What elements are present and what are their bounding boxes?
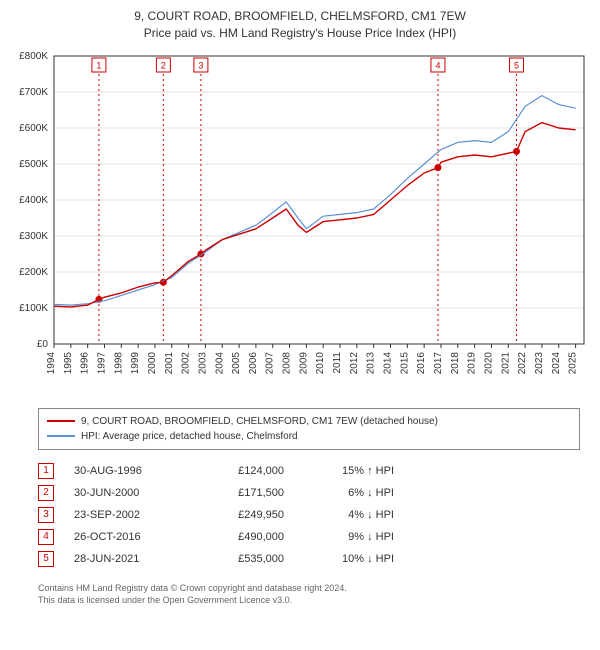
y-tick-label: £800K [19,51,48,62]
legend-box: 9, COURT ROAD, BROOMFIELD, CHELMSFORD, C… [38,408,580,450]
x-tick-label: 2011 [332,351,343,373]
legend-row: HPI: Average price, detached house, Chel… [47,429,571,444]
legend-label: HPI: Average price, detached house, Chel… [81,429,298,444]
transaction-hpi-delta: 15% ↑ HPI [304,465,394,477]
x-tick-label: 1994 [46,351,57,374]
transaction-date: 30-JUN-2000 [74,487,184,499]
x-tick-label: 2005 [231,351,242,374]
transaction-row: 3 23-SEP-2002 £249,950 4% ↓ HPI [38,504,580,526]
transaction-row-badge: 4 [38,529,54,545]
x-tick-label: 2010 [315,351,326,374]
x-tick-label: 2016 [416,351,427,374]
transaction-price: £249,950 [204,509,284,521]
transaction-row-badge: 3 [38,507,54,523]
transaction-price: £535,000 [204,553,284,565]
x-tick-label: 2006 [248,351,259,374]
transaction-marker-number: 1 [96,60,101,70]
x-tick-label: 1997 [96,351,107,374]
transaction-row-badge: 1 [38,463,54,479]
transaction-price: £124,000 [204,465,284,477]
y-tick-label: £400K [19,195,48,206]
transaction-price: £490,000 [204,531,284,543]
transaction-date: 28-JUN-2021 [74,553,184,565]
x-tick-label: 2008 [282,351,293,374]
footer-line-1: Contains HM Land Registry data © Crown c… [38,582,580,595]
y-tick-label: £700K [19,87,48,98]
x-tick-label: 2007 [265,351,276,374]
x-tick-label: 2001 [164,351,175,374]
x-tick-label: 2022 [517,351,528,374]
x-tick-label: 1999 [130,351,141,374]
x-tick-label: 2017 [433,351,444,374]
transaction-row: 1 30-AUG-1996 £124,000 15% ↑ HPI [38,460,580,482]
transaction-marker-number: 5 [514,60,519,70]
transaction-marker-number: 2 [161,60,166,70]
transaction-row-badge: 5 [38,551,54,567]
transaction-row: 4 26-OCT-2016 £490,000 9% ↓ HPI [38,526,580,548]
legend-swatch [47,435,75,437]
y-tick-label: £100K [19,303,48,314]
chart-area: £0 £100K £200K £300K £400K £500K £600K £700K £80… [10,48,590,398]
y-tick-label: £0 [37,339,49,350]
transaction-row: 2 30-JUN-2000 £171,500 6% ↓ HPI [38,482,580,504]
x-tick-label: 2009 [298,351,309,374]
x-tick-label: 2015 [399,351,410,374]
legend-swatch [47,420,75,422]
transaction-hpi-delta: 4% ↓ HPI [304,509,394,521]
x-tick-label: 2018 [450,351,461,374]
transaction-date: 26-OCT-2016 [74,531,184,543]
footer-note: Contains HM Land Registry data © Crown c… [38,582,580,607]
transaction-date: 23-SEP-2002 [74,509,184,521]
transaction-date: 30-AUG-1996 [74,465,184,477]
x-tick-label: 2019 [467,351,478,374]
transaction-marker-number: 4 [435,60,440,70]
chart-container: 9, COURT ROAD, BROOMFIELD, CHELMSFORD, C… [0,0,600,650]
x-tick-label: 2025 [568,351,579,374]
y-tick-label: £500K [19,159,48,170]
y-tick-label: £300K [19,231,48,242]
x-tick-label: 2020 [483,351,494,374]
x-tick-label: 2004 [214,351,225,374]
transaction-row-badge: 2 [38,485,54,501]
x-tick-label: 2023 [534,351,545,374]
transaction-hpi-delta: 9% ↓ HPI [304,531,394,543]
title-line-1: 9, COURT ROAD, BROOMFIELD, CHELMSFORD, C… [10,8,590,25]
transactions-table: 1 30-AUG-1996 £124,000 15% ↑ HPI 2 30-JUN-200… [38,460,580,570]
x-tick-label: 2013 [366,351,377,374]
x-tick-label: 2002 [181,351,192,374]
legend-label: 9, COURT ROAD, BROOMFIELD, CHELMSFORD, C… [81,414,438,429]
footer-line-2: This data is licensed under the Open Gov… [38,594,580,607]
legend-row: 9, COURT ROAD, BROOMFIELD, CHELMSFORD, C… [47,414,571,429]
title-line-2: Price paid vs. HM Land Registry's House … [10,25,590,42]
chart-svg: £0 £100K £200K £300K £400K £500K £600K £700K £80… [10,48,590,398]
x-tick-label: 2000 [147,351,158,374]
x-tick-label: 2003 [197,351,208,374]
x-tick-label: 2012 [349,351,360,374]
y-tick-label: £600K [19,123,48,134]
x-tick-label: 1998 [113,351,124,374]
x-tick-label: 2024 [551,351,562,374]
x-tick-label: 1995 [63,351,74,374]
transaction-row: 5 28-JUN-2021 £535,000 10% ↓ HPI [38,548,580,570]
y-tick-label: £200K [19,267,48,278]
transaction-hpi-delta: 6% ↓ HPI [304,487,394,499]
x-tick-label: 2021 [500,351,511,374]
transaction-hpi-delta: 10% ↓ HPI [304,553,394,565]
x-tick-label: 2014 [383,351,394,374]
x-tick-label: 1996 [80,351,91,374]
transaction-price: £171,500 [204,487,284,499]
transaction-marker-number: 3 [198,60,203,70]
title-block: 9, COURT ROAD, BROOMFIELD, CHELMSFORD, C… [10,8,590,42]
